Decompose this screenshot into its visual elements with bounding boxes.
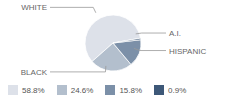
html-text:58.8%: 58.8% — [22, 85, 45, 95]
svg-text:A.I.: A.I. — [169, 29, 181, 38]
html-text:15.8%: 15.8% — [119, 85, 143, 95]
svg-text:HISPANIC: HISPANIC — [169, 47, 206, 56]
html-text:24.6%: 24.6% — [70, 85, 94, 95]
svg-text:WHITE: WHITE — [21, 3, 47, 12]
svg-text:BLACK: BLACK — [21, 68, 48, 77]
html-text:0.9%: 0.9% — [168, 85, 187, 95]
